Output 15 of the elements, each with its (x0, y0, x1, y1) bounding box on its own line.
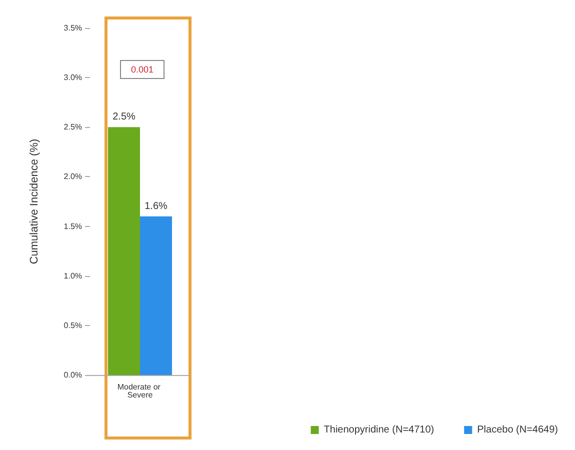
y-tick-label: 3.5% (64, 24, 82, 32)
y-tick-label: 2.0% (64, 172, 82, 182)
y-axis-title: Cumulative Incidence (%) (28, 138, 40, 264)
legend-label: Thienopyridine (N=4710) (324, 424, 434, 436)
y-tick-label: 0.0% (64, 370, 82, 380)
y-tick-label: 2.5% (64, 122, 82, 132)
y-tick-label: 1.5% (64, 222, 82, 231)
legend-label: Placebo (N=4649) (477, 424, 558, 436)
data-label: 1.6% (144, 200, 168, 212)
data-label: 2.5% (112, 112, 136, 123)
annotation: 0.001 (131, 64, 154, 74)
y-tick-label: 1.0% (64, 271, 82, 280)
x-tick-label: Moderate or Severe (117, 382, 163, 400)
y-tick-label: 0.5% (64, 320, 82, 330)
y-tick-label: 3.0% (64, 73, 82, 82)
